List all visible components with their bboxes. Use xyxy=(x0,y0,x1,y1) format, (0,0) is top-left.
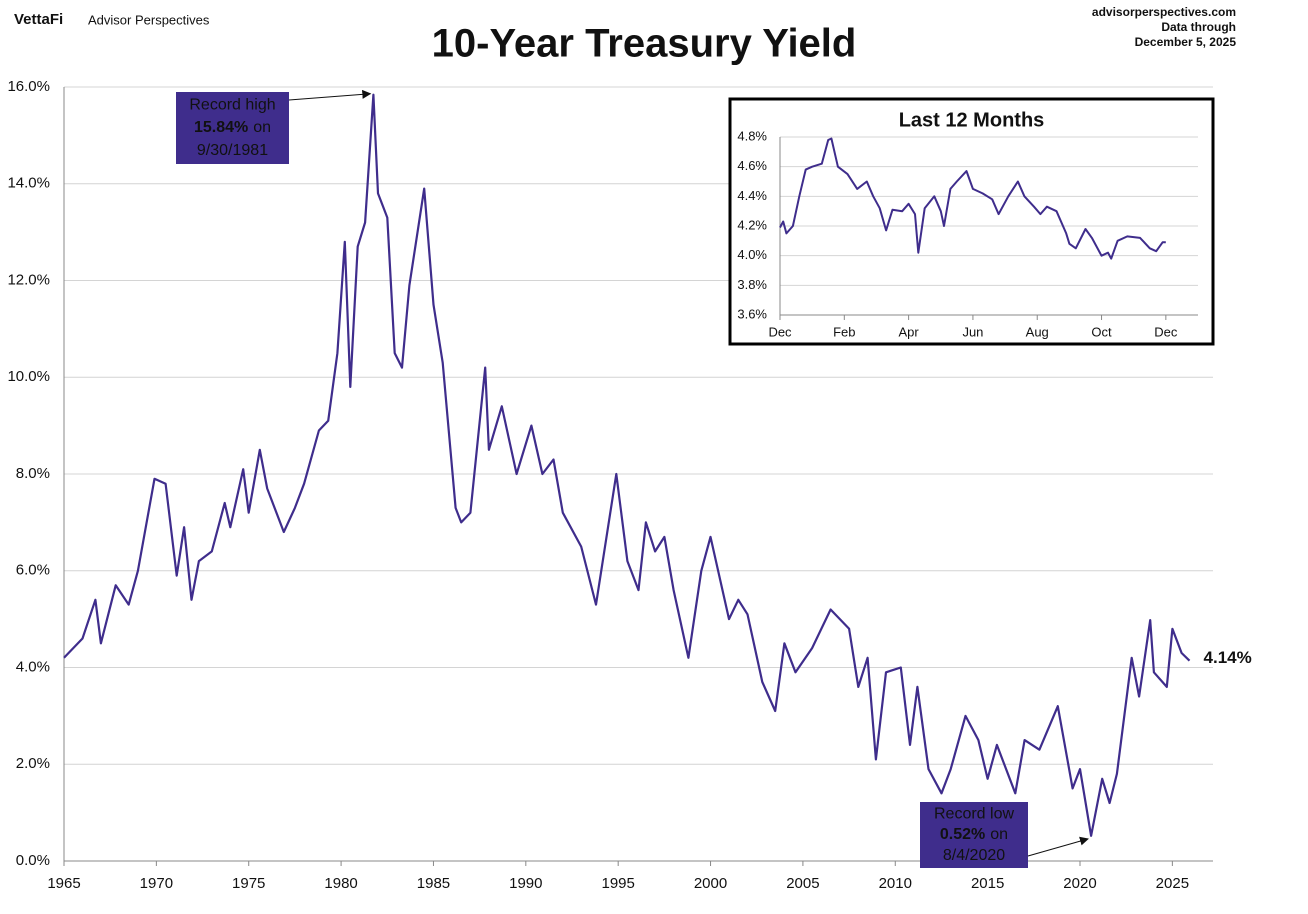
y-tick-label: 3.6% xyxy=(737,306,767,321)
data-through: Data through xyxy=(1161,20,1236,34)
brand: VettaFi xyxy=(14,11,63,28)
y-tick-label: 4.6% xyxy=(737,158,767,173)
line-series xyxy=(779,137,1166,260)
y-tick-label: 4.0% xyxy=(16,658,50,675)
x-tick-label: Dec xyxy=(768,324,792,339)
annotation-text: 8/4/2020 xyxy=(943,847,1005,864)
annotation-text: Record high xyxy=(189,96,275,113)
y-tick-label: 2.0% xyxy=(16,755,50,772)
x-tick-label: Oct xyxy=(1091,324,1112,339)
x-tick-label: 1965 xyxy=(47,875,80,892)
x-tick-label: 1985 xyxy=(417,875,450,892)
chart-title: 10-Year Treasury Yield xyxy=(432,22,857,66)
annotation-arrow xyxy=(1027,836,1089,857)
annotation-box xyxy=(176,92,289,164)
y-tick-label: 10.0% xyxy=(7,368,50,385)
x-tick-label: Aug xyxy=(1026,324,1049,339)
x-tick-label: 2025 xyxy=(1156,875,1189,892)
brand-sub: Advisor Perspectives xyxy=(88,12,210,27)
x-tick-label: 1995 xyxy=(601,875,634,892)
y-tick-label: 8.0% xyxy=(16,465,50,482)
data-date: December 5, 2025 xyxy=(1135,35,1237,49)
line-series xyxy=(63,93,1191,837)
annotation-text: 0.52% on xyxy=(940,826,1008,843)
x-tick-label: 1980 xyxy=(324,875,357,892)
x-tick-label: Dec xyxy=(1154,324,1178,339)
annotation-value: 0.52% xyxy=(940,826,985,843)
y-tick-label: 4.4% xyxy=(737,188,767,203)
annotation-box xyxy=(920,802,1028,868)
x-tick-label: 2015 xyxy=(971,875,1004,892)
y-tick-label: 4.8% xyxy=(737,128,767,143)
x-tick-label: 2010 xyxy=(879,875,912,892)
annotation-arrow xyxy=(288,89,372,101)
y-tick-label: 16.0% xyxy=(7,78,50,95)
annotation-value: 15.84% xyxy=(194,119,248,136)
annotation-text: on xyxy=(990,826,1008,843)
y-tick-label: 0.0% xyxy=(16,852,50,869)
inset-frame xyxy=(728,97,1215,346)
x-tick-label: Jun xyxy=(962,324,983,339)
x-tick-label: 1990 xyxy=(509,875,542,892)
y-tick-label: 4.2% xyxy=(737,217,767,232)
annotation-text: 15.84% on xyxy=(194,119,271,136)
y-tick-label: 6.0% xyxy=(16,562,50,579)
y-tick-label: 14.0% xyxy=(7,175,50,192)
x-tick-label: 2020 xyxy=(1063,875,1096,892)
site: advisorperspectives.com xyxy=(1092,5,1236,19)
x-tick-label: 2005 xyxy=(786,875,819,892)
inset-title: Last 12 Months xyxy=(899,109,1045,131)
y-tick-label: 4.0% xyxy=(737,247,767,262)
annotation-text: Record low xyxy=(934,805,1014,822)
x-tick-label: Apr xyxy=(898,324,919,339)
annotation-text: 9/30/1981 xyxy=(197,142,268,159)
last-value-label: 4.14% xyxy=(1204,648,1252,667)
annotation-text: on xyxy=(253,119,271,136)
x-tick-label: 1975 xyxy=(232,875,265,892)
y-tick-label: 12.0% xyxy=(7,271,50,288)
y-tick-label: 3.8% xyxy=(737,277,767,292)
x-tick-label: 1970 xyxy=(140,875,173,892)
x-tick-label: 2000 xyxy=(694,875,727,892)
x-tick-label: Feb xyxy=(833,324,855,339)
